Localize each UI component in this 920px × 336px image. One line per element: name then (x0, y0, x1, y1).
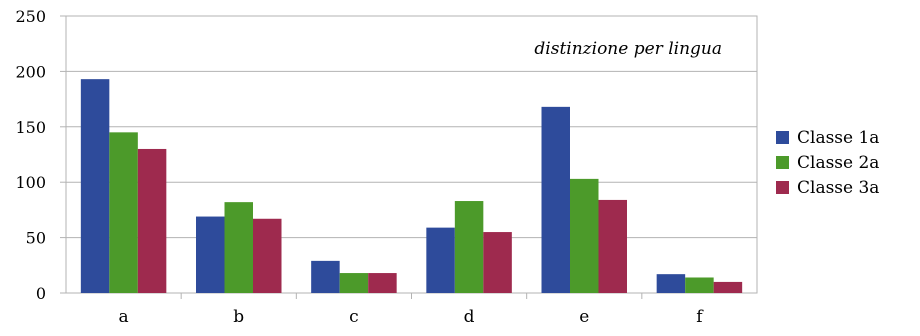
bar (598, 199, 627, 293)
y-tick-label: 150 (15, 118, 46, 137)
bar (685, 277, 714, 293)
bars (80, 79, 743, 293)
bar (656, 274, 686, 293)
chart-annotation: distinzione per lingua (534, 39, 722, 59)
x-tick-label: e (579, 307, 589, 327)
legend-swatch (776, 181, 789, 194)
y-tick-label: 100 (15, 173, 46, 192)
bar (570, 178, 599, 293)
x-tick-label: d (464, 307, 475, 327)
y-tick-label: 200 (15, 62, 46, 81)
y-tick-label: 50 (26, 229, 46, 248)
bar (541, 106, 570, 293)
legend: Classe 1a Classe 2a Classe 3a (776, 128, 879, 198)
legend-swatch (776, 156, 789, 169)
axes (60, 15, 643, 299)
legend-swatch (776, 131, 789, 144)
legend-label: Classe 1a (797, 128, 879, 148)
bar (311, 260, 340, 293)
bar (713, 281, 743, 293)
bar (224, 202, 253, 293)
bar (109, 132, 138, 293)
bar (253, 218, 282, 293)
bar (454, 201, 484, 293)
x-tick-label: b (233, 307, 244, 327)
legend-label: Classe 3a (797, 178, 879, 198)
x-tick-label: f (696, 307, 704, 327)
bar (80, 79, 110, 293)
bar (339, 273, 369, 293)
bar (196, 216, 225, 293)
legend-label: Classe 2a (797, 153, 879, 173)
x-tick-label: a (119, 307, 129, 327)
bar (426, 227, 455, 293)
bar (368, 273, 397, 293)
bar (137, 148, 167, 293)
y-tick-label: 0 (36, 284, 46, 303)
bar (483, 232, 512, 293)
x-tick-label: c (349, 307, 359, 327)
y-tick-label: 250 (15, 7, 46, 26)
tick-labels: 0 50 100 150 200 250 a b c d e f (15, 7, 704, 327)
